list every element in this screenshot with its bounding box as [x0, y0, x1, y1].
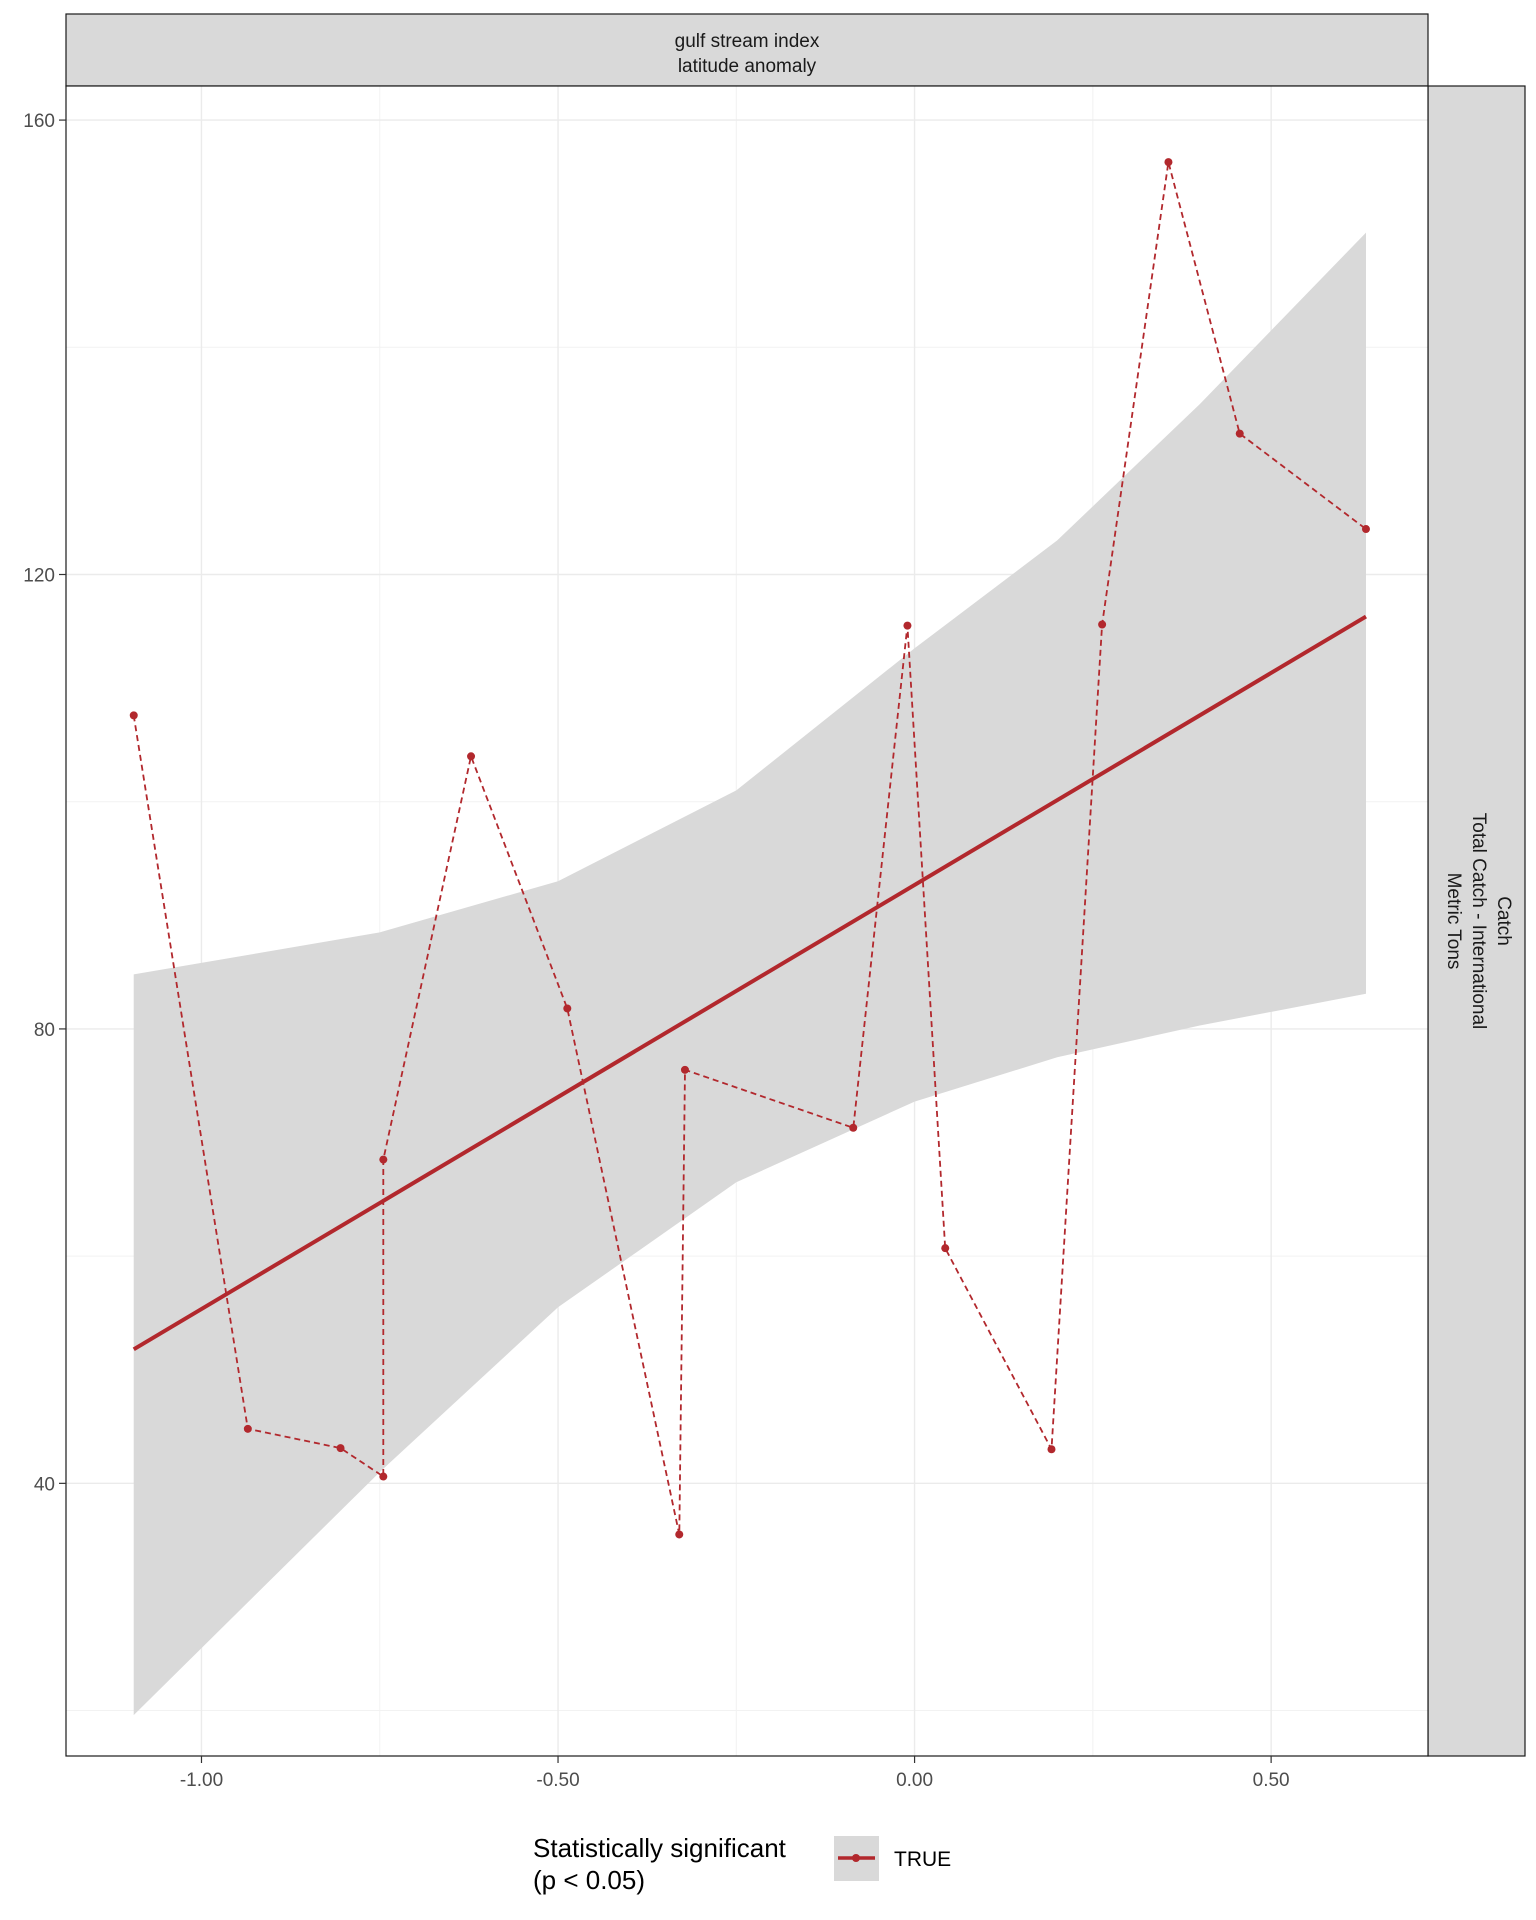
x-tick-label: -1.00	[180, 1770, 223, 1791]
x-tick-label: 0.50	[1253, 1770, 1290, 1791]
data-point	[680, 1065, 689, 1074]
data-point	[1235, 429, 1244, 438]
data-point	[1098, 620, 1107, 629]
data-point	[129, 711, 138, 720]
data-point	[243, 1424, 252, 1433]
regression-line	[132, 614, 1367, 1352]
data-point	[336, 1444, 345, 1453]
data-point	[379, 1155, 388, 1164]
plot-panel-border	[65, 85, 1429, 1757]
y-tick-label: 160	[23, 111, 55, 132]
right-strip-line-1: Catch	[1493, 896, 1514, 946]
top-strip-box	[65, 13, 1429, 87]
data-point	[1047, 1445, 1056, 1454]
legend-title-line-2: (p < 0.05)	[533, 1865, 645, 1895]
right-strip-box	[1427, 85, 1526, 1757]
trend-line	[132, 614, 1367, 1352]
y-tick-label: 40	[34, 1474, 55, 1495]
right-strip-line-3: Metric Tons	[1443, 873, 1464, 970]
data-point	[675, 1530, 684, 1539]
data-point	[1164, 158, 1173, 167]
x-tick-label: -0.50	[536, 1770, 579, 1791]
data-point	[941, 1244, 950, 1253]
y-tick-label: 80	[34, 1020, 55, 1041]
y-tick-label: 120	[23, 566, 55, 587]
legend: Statistically significant (p < 0.05) TRU…	[533, 1833, 951, 1895]
x-tick-label: 0.00	[896, 1770, 933, 1791]
data-point	[903, 621, 912, 630]
axes: -1.00 -0.50 0.00 0.50 40 80 120 160	[23, 111, 1289, 1791]
confidence-band-area	[133, 232, 1367, 1716]
right-facet-strip: Catch Total Catch - International Metric…	[1427, 85, 1526, 1757]
data-point	[467, 752, 476, 761]
right-strip-line-2: Total Catch - International	[1468, 813, 1489, 1030]
legend-title-line-1: Statistically significant	[533, 1833, 787, 1863]
top-strip-line-1: gulf stream index	[675, 31, 820, 52]
data-point	[1361, 525, 1370, 534]
top-strip-line-2: latitude anomaly	[678, 56, 817, 77]
top-facet-strip: gulf stream index latitude anomaly	[65, 13, 1429, 87]
data-point	[563, 1004, 572, 1013]
legend-key-point	[852, 1854, 860, 1862]
data-point	[849, 1123, 858, 1132]
data-point	[379, 1472, 388, 1481]
confidence-band	[133, 232, 1367, 1716]
data-points	[129, 158, 1370, 1539]
legend-entry-true: TRUE	[894, 1848, 951, 1871]
